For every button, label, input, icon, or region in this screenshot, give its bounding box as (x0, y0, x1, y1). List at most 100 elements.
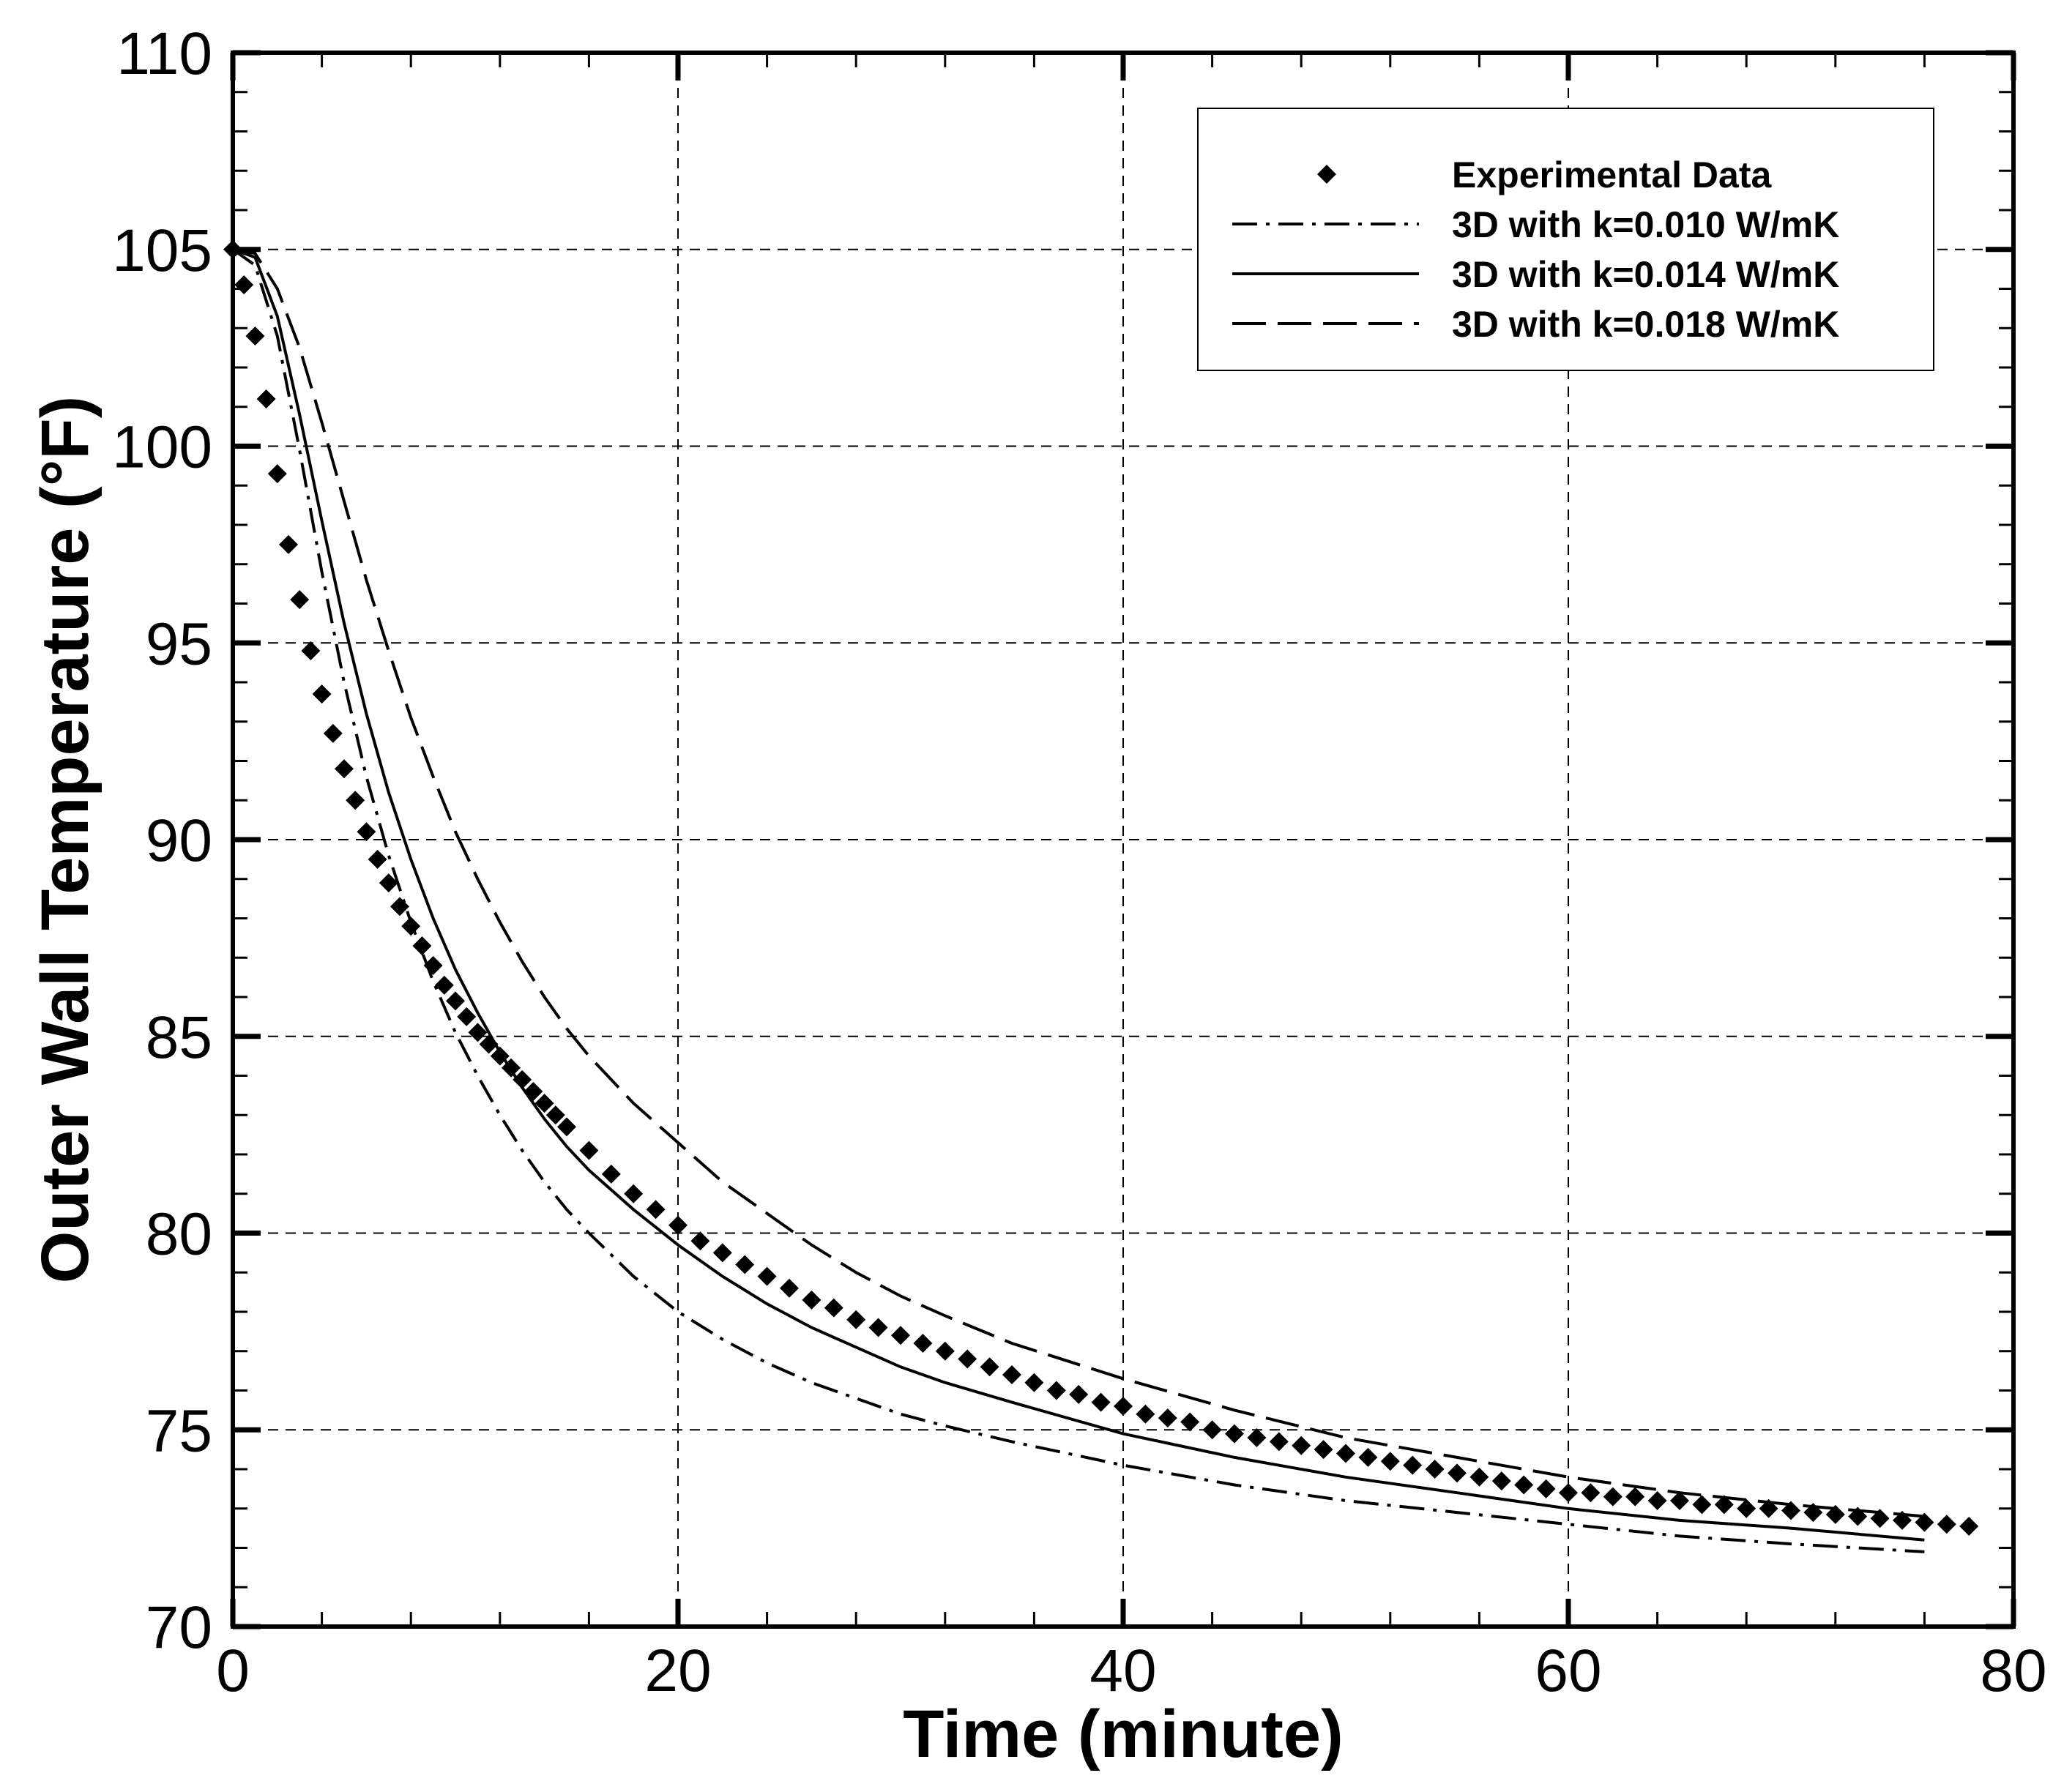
data-point (1247, 1428, 1267, 1447)
data-point (1336, 1444, 1355, 1463)
data-point (891, 1326, 910, 1345)
data-point (1670, 1491, 1689, 1510)
data-point (290, 590, 310, 610)
data-point (1559, 1483, 1578, 1503)
data-point (1180, 1412, 1200, 1432)
data-point (690, 1231, 710, 1251)
data-point (712, 1243, 732, 1263)
data-point (868, 1318, 888, 1337)
data-point (379, 873, 398, 893)
data-point (980, 1357, 999, 1377)
data-point (1937, 1515, 1956, 1534)
data-point (958, 1349, 977, 1369)
data-point (1737, 1498, 1756, 1518)
data-point (846, 1310, 866, 1329)
data-point (1136, 1404, 1155, 1424)
data-point (1825, 1504, 1845, 1524)
data-point (646, 1200, 666, 1220)
series-1 (223, 239, 1979, 1536)
x-tick-label: 20 (644, 1638, 711, 1704)
data-point (1202, 1420, 1222, 1440)
data-point (335, 759, 354, 779)
data-point (735, 1255, 755, 1274)
data-point (1536, 1479, 1556, 1498)
data-point (513, 1069, 532, 1089)
data-point (357, 822, 376, 842)
y-axis-title: Outer Wall Temperature (°F) (28, 396, 103, 1284)
data-point (312, 684, 332, 704)
data-point (434, 975, 454, 995)
plot-frame (231, 51, 2016, 1629)
data-point (668, 1215, 688, 1235)
data-point (1158, 1408, 1177, 1428)
data-point (1046, 1381, 1066, 1400)
data-point (412, 936, 432, 956)
y-tick-label: 75 (146, 1397, 212, 1464)
data-point (1069, 1384, 1089, 1404)
data-point (1581, 1483, 1601, 1503)
series-layer (223, 239, 1979, 1553)
data-point (1959, 1516, 1979, 1536)
data-point (1114, 1397, 1133, 1416)
legend-label: 3D with k=0.018 W/mK (1452, 304, 1839, 345)
data-point (1024, 1373, 1044, 1392)
series-line (232, 247, 1925, 1542)
x-tick-label: 80 (1980, 1638, 2046, 1704)
y-tick-label: 80 (146, 1201, 212, 1268)
data-point (1491, 1471, 1511, 1491)
data-point (468, 1023, 488, 1042)
series-line (232, 247, 1925, 1518)
data-point (913, 1334, 933, 1353)
data-point (1625, 1487, 1645, 1507)
data-point (1647, 1491, 1667, 1510)
data-point (557, 1117, 576, 1137)
data-point (935, 1341, 955, 1361)
data-point (323, 723, 343, 743)
y-tick-label: 70 (146, 1594, 212, 1661)
data-point (1269, 1432, 1289, 1452)
data-point (545, 1105, 565, 1125)
legend-box (1197, 108, 1934, 371)
legend-marker (1317, 165, 1336, 184)
y-tick-label: 110 (116, 20, 212, 87)
y-tick-label: 95 (146, 611, 212, 677)
x-tick-label: 60 (1535, 1638, 1601, 1704)
tick-labels: 0 20 40 60 80 70 75 80 85 90 95 100 105 110 (112, 20, 2046, 1704)
legend-entry: 3D with k=0.010 W/mK (1232, 204, 1839, 245)
data-point (279, 534, 298, 554)
data-point (446, 991, 465, 1011)
data-point (346, 791, 365, 810)
data-point (757, 1266, 777, 1286)
data-point (1469, 1467, 1489, 1487)
data-point (1915, 1512, 1934, 1532)
legend-entry: 3D with k=0.014 W/mK (1232, 254, 1839, 295)
data-point (601, 1164, 621, 1184)
data-point (624, 1184, 644, 1203)
y-tick-label: 90 (146, 807, 212, 874)
legend-label: 3D with k=0.014 W/mK (1452, 254, 1839, 295)
data-point (1403, 1455, 1423, 1475)
data-point (457, 1007, 477, 1026)
data-point (1870, 1509, 1890, 1528)
data-point (301, 641, 321, 660)
x-tick-label: 0 (216, 1638, 250, 1704)
legend: Experimental Data 3D with k=0.010 W/mK 3D … (1197, 108, 1934, 371)
data-point (267, 464, 287, 484)
y-tick-label: 105 (112, 217, 212, 284)
data-point (1781, 1501, 1800, 1520)
data-point (1225, 1424, 1244, 1444)
data-point (368, 849, 387, 869)
legend-entry: Experimental Data (1317, 154, 1772, 195)
data-point (256, 389, 276, 408)
legend-label: 3D with k=0.010 W/mK (1452, 204, 1839, 245)
series-line (231, 248, 1925, 1553)
series-3 (232, 247, 1925, 1542)
data-point (1292, 1436, 1311, 1455)
data-point (579, 1140, 599, 1160)
data-point (1692, 1495, 1712, 1515)
data-point (234, 275, 254, 295)
y-tick-label: 100 (112, 414, 212, 481)
x-axis-title: Time (minute) (903, 1697, 1343, 1772)
data-point (1514, 1475, 1534, 1495)
